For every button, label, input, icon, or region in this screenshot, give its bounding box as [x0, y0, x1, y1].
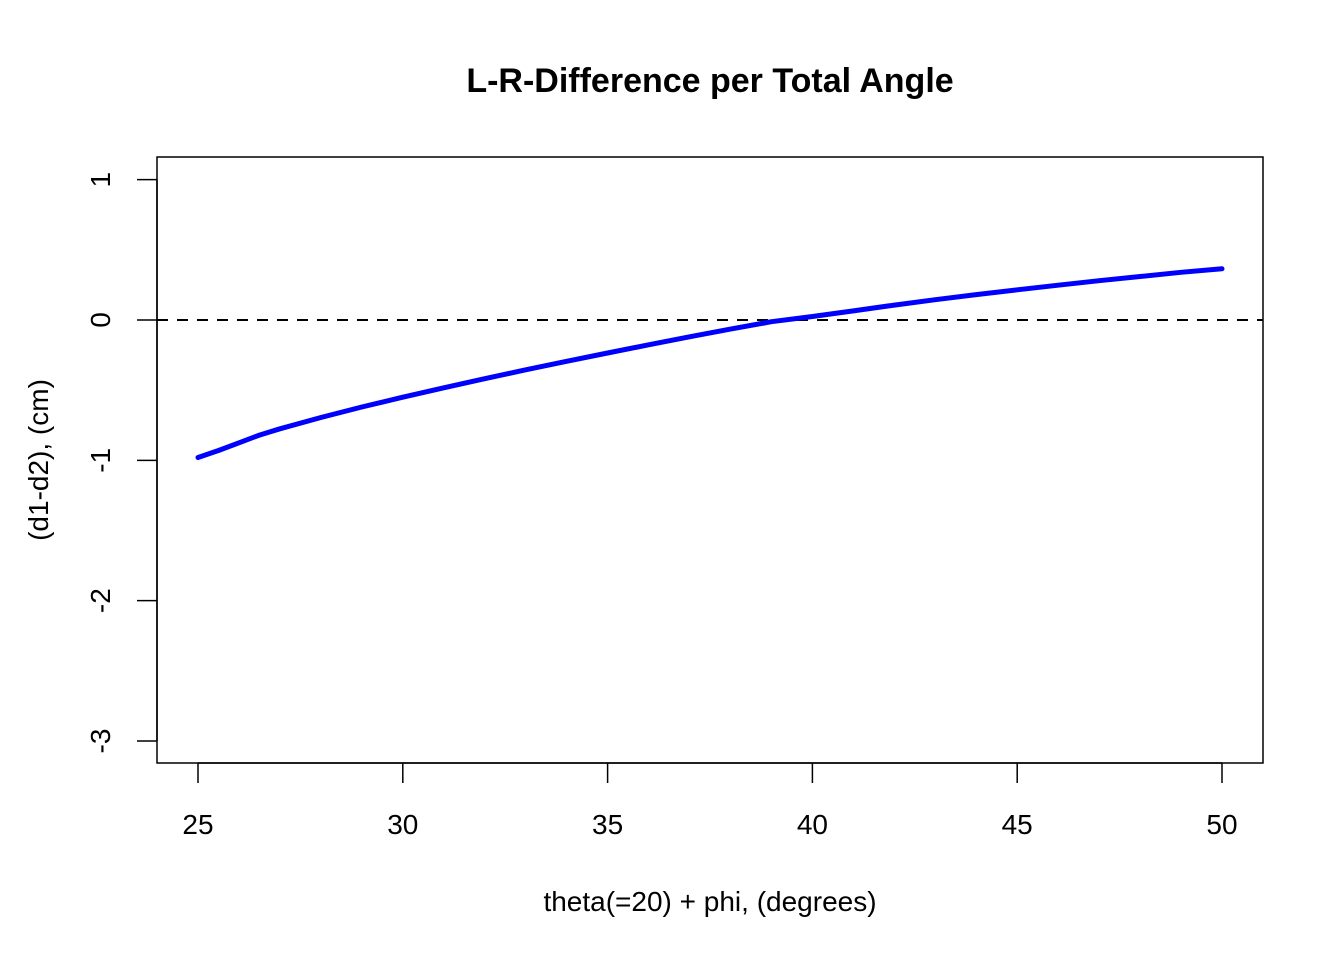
x-tick-label: 45: [1002, 809, 1033, 840]
y-axis: -3 -2 -1 0 1: [85, 172, 158, 754]
x-tick-label: 30: [387, 809, 418, 840]
y-tick-label: 0: [85, 312, 116, 328]
chart-title: L-R-Difference per Total Angle: [466, 62, 953, 100]
y-tick-label: 1: [85, 172, 116, 188]
x-tick-label: 50: [1206, 809, 1237, 840]
x-tick-label: 35: [592, 809, 623, 840]
plot-frame: [156, 156, 1264, 764]
y-tick-label: -1: [85, 448, 116, 473]
y-tick-label: -2: [85, 588, 116, 613]
y-axis-label: (d1-d2), (cm): [23, 379, 54, 541]
y-tick-label: -3: [85, 729, 116, 754]
x-axis-label: theta(=20) + phi, (degrees): [543, 886, 876, 917]
x-tick-label: 40: [797, 809, 828, 840]
x-axis: 25 30 35 40 45 50: [182, 762, 1238, 840]
x-tick-label: 25: [182, 809, 213, 840]
series-line: [195, 266, 1225, 460]
series-layer: [195, 266, 1225, 460]
